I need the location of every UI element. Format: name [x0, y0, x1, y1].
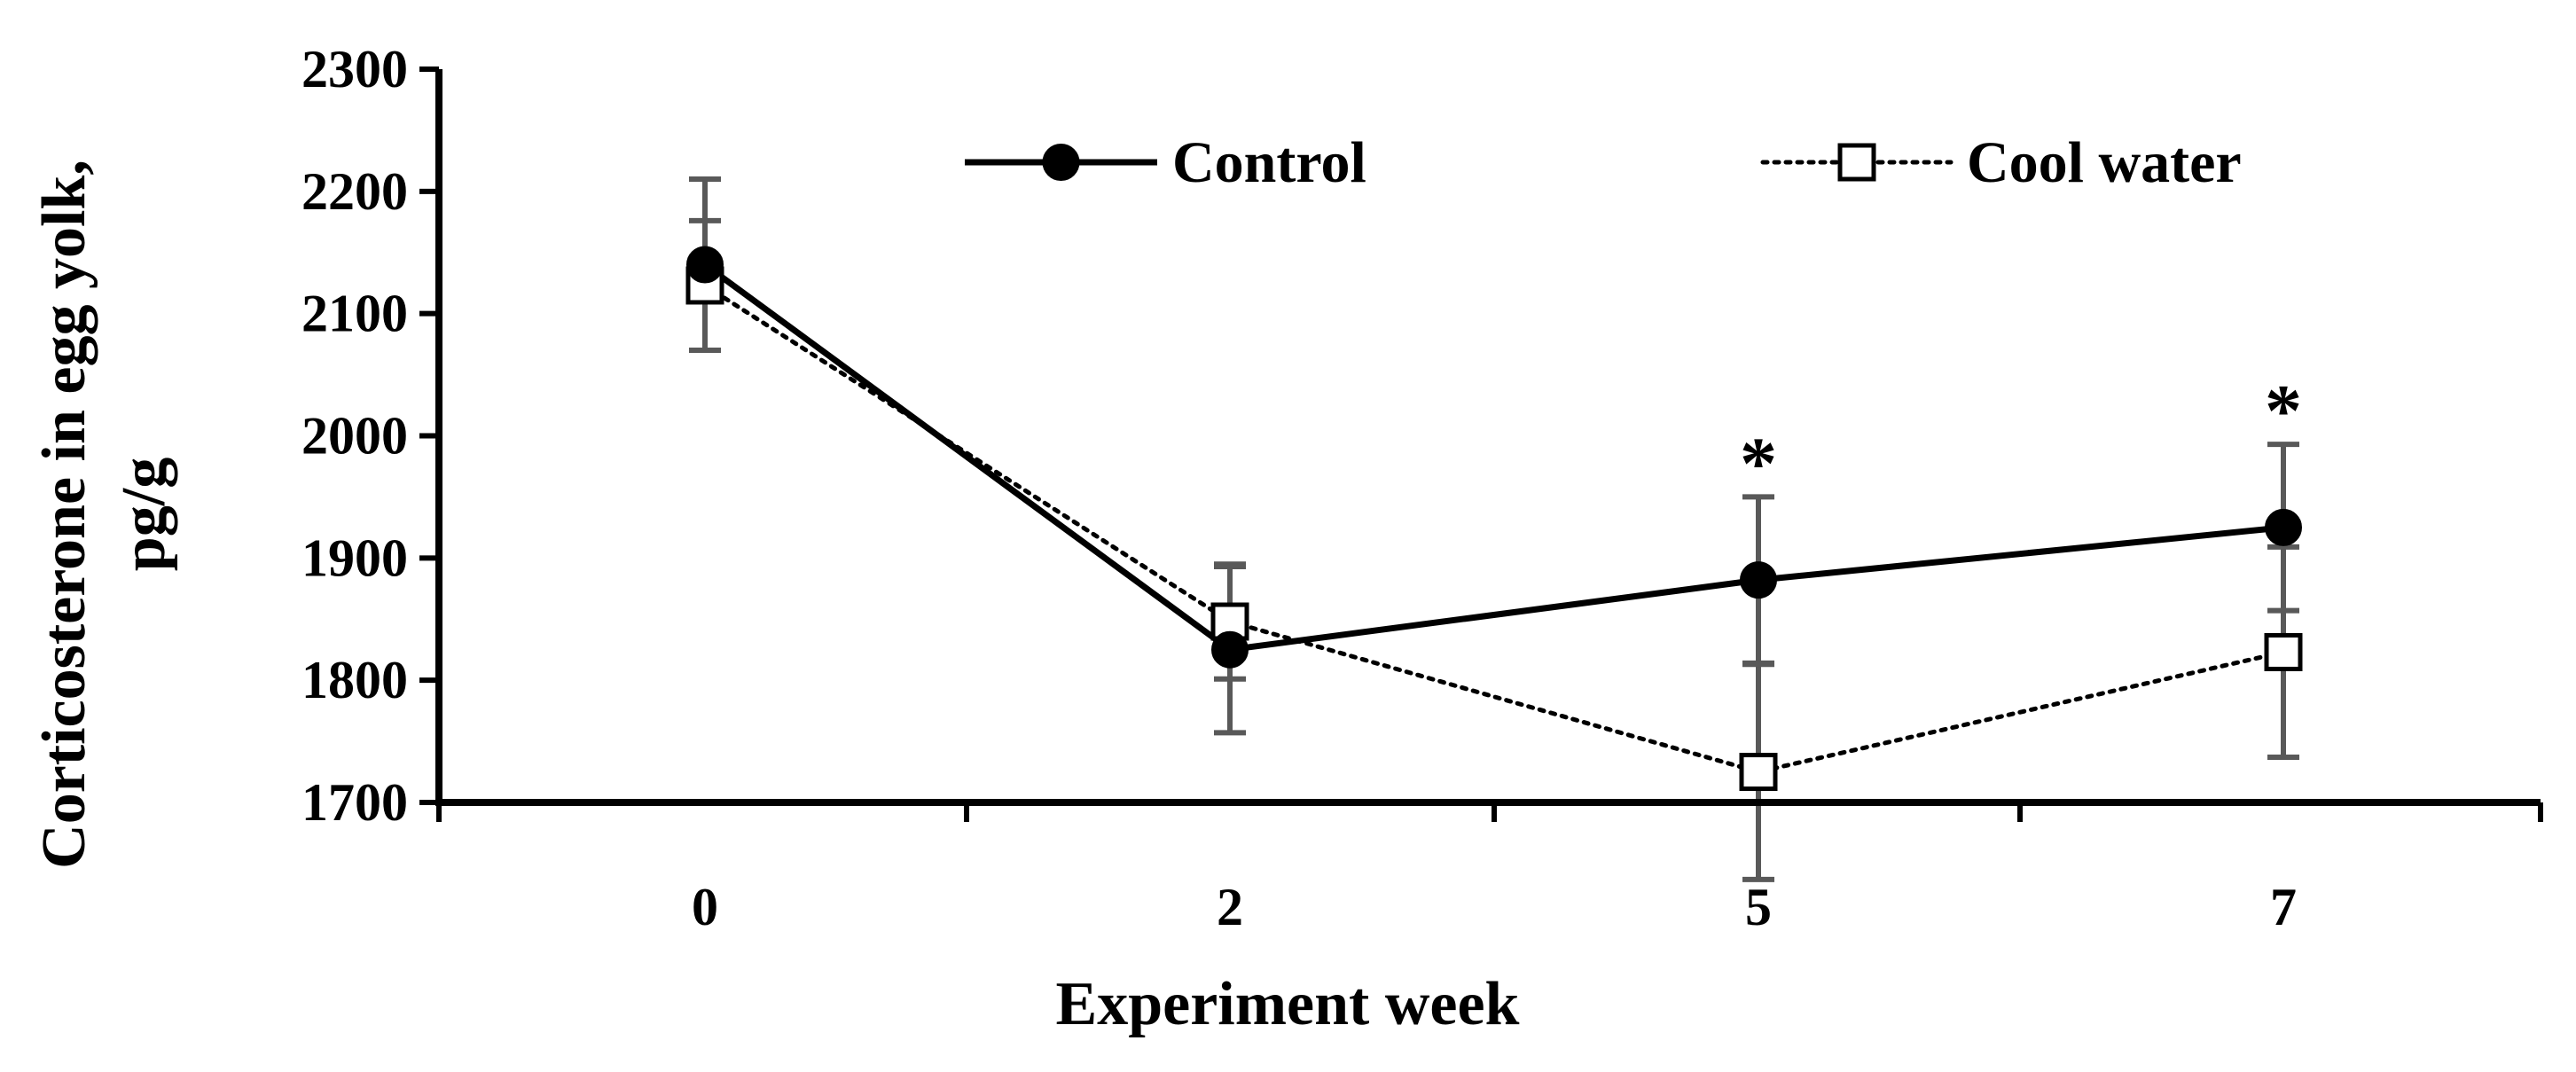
series-lines — [702, 262, 2286, 775]
y-tick-label: 2200 — [301, 162, 408, 221]
x-tick-label: 2 — [1217, 878, 1243, 936]
y-tick-label: 1700 — [301, 773, 408, 832]
y-tick-label: 1800 — [301, 651, 408, 709]
axis-titles: Experiment week Corticosterone in egg yo… — [30, 160, 1520, 1038]
x-tick-label: 7 — [2270, 878, 2297, 936]
y-tick-label: 2300 — [301, 40, 408, 98]
axes: 1700 1800 1900 2000 2100 2200 2300 0 2 5 7 — [301, 40, 2543, 936]
legend: Control Cool water — [965, 130, 2242, 195]
x-axis-title: Experiment week — [1056, 970, 1520, 1038]
y-axis-title-line-1: Corticosterone in egg yolk, — [30, 160, 98, 869]
data-point-cool-water — [1739, 753, 1778, 792]
significance-marker: * — [2265, 370, 2302, 452]
legend-marker-cool-water — [1837, 143, 1876, 182]
annotations: ** — [1740, 370, 2302, 505]
series-line-cool-water — [702, 283, 2286, 775]
legend-label-control: Control — [1172, 130, 1366, 195]
error-bars — [689, 176, 2299, 882]
x-tick-label: 0 — [692, 878, 718, 936]
data-point-control — [2265, 508, 2302, 546]
data-point-control — [686, 246, 724, 284]
y-tick-label: 1900 — [301, 528, 408, 587]
legend-marker-control — [1042, 144, 1080, 181]
legend-label-cool-water: Cool water — [1967, 130, 2242, 195]
series-line-control — [702, 262, 2284, 653]
data-point-control — [1740, 561, 1777, 599]
y-tick-label: 2100 — [301, 285, 408, 343]
series-markers — [685, 246, 2303, 792]
data-point-cool-water — [2264, 632, 2303, 671]
data-point-control — [1211, 630, 1249, 669]
y-tick-label: 2000 — [301, 407, 408, 466]
x-tick-label: 5 — [1745, 878, 1772, 936]
significance-marker: * — [1740, 422, 1777, 505]
y-axis-title-line-2: pg/g — [110, 458, 178, 571]
